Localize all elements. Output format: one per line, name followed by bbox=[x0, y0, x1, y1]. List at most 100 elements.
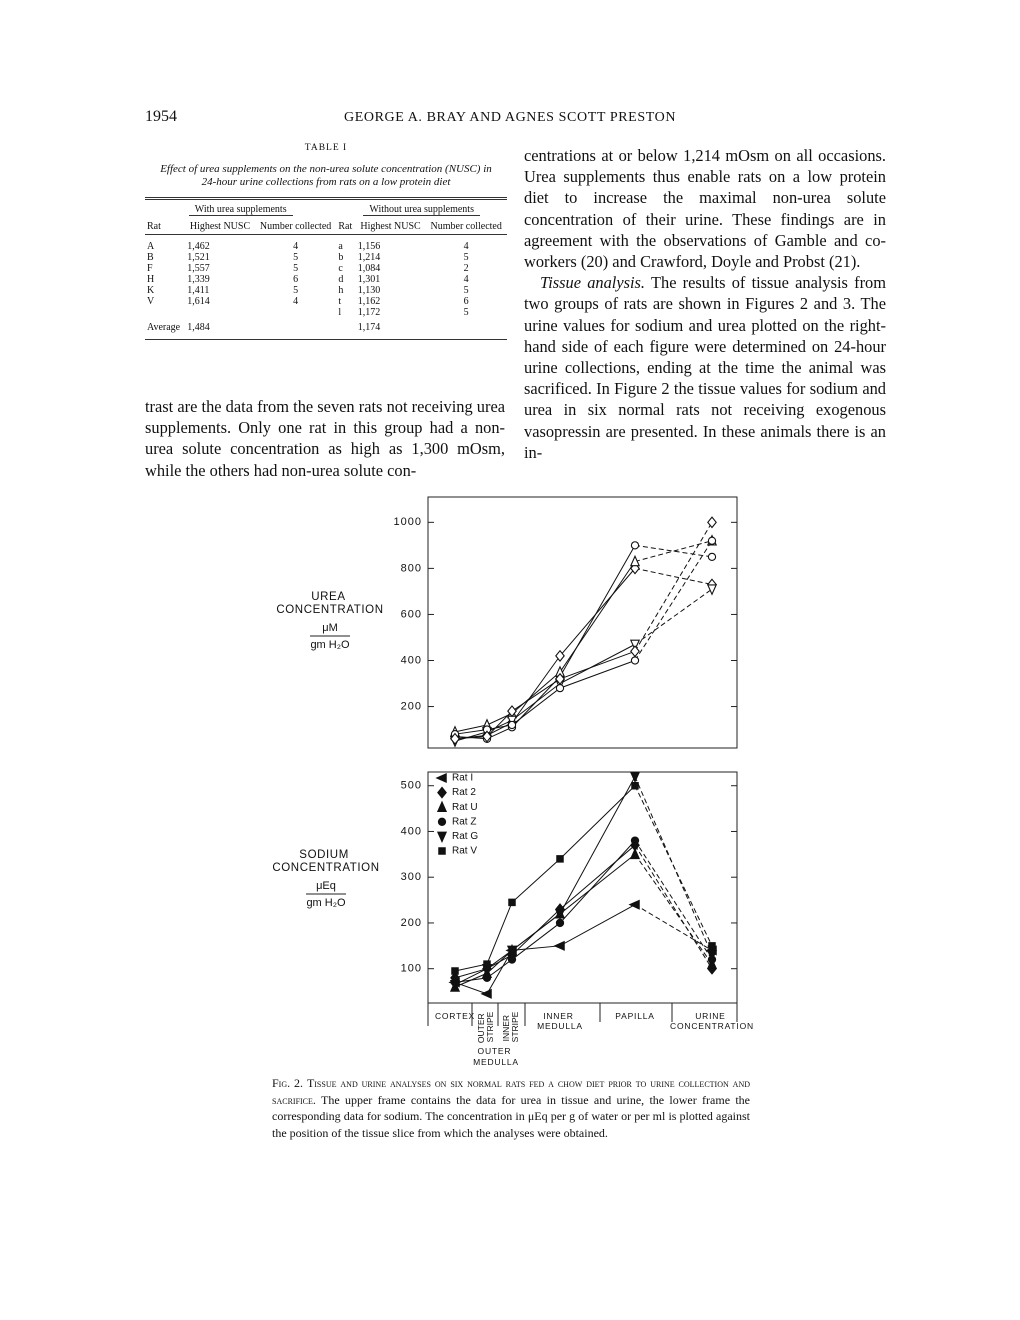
x-tick-label: INNER MEDULLA bbox=[537, 1011, 583, 1031]
table-cell: 1,162 bbox=[357, 296, 381, 307]
series-line bbox=[634, 840, 713, 960]
table-cell: 1,156 bbox=[357, 241, 381, 252]
column-header: Number collected bbox=[430, 221, 502, 232]
series-line bbox=[454, 844, 636, 979]
table-row: Rat Highest NUSC Number collected Rat Highes… bbox=[145, 215, 507, 235]
table-cell bbox=[425, 318, 507, 333]
marker bbox=[555, 672, 565, 685]
legend-marker bbox=[437, 817, 447, 826]
marker bbox=[483, 960, 491, 968]
paragraph: trast are the data from the seven rats n… bbox=[145, 397, 505, 480]
group-header: Without urea supplements bbox=[336, 199, 507, 216]
series-line bbox=[454, 904, 636, 995]
figure: 200 400 600 800 1000 UREA CONCENTRATION μM gm H… bbox=[272, 496, 753, 1067]
frame bbox=[427, 496, 738, 749]
table-cell: l bbox=[338, 307, 342, 318]
x-tick-label: PAPILLA bbox=[615, 1011, 654, 1021]
figure-text: The upper frame contains the data for ur… bbox=[272, 1092, 750, 1140]
marker bbox=[629, 639, 641, 651]
legend-marker bbox=[436, 800, 448, 812]
series-line bbox=[634, 567, 713, 585]
marker bbox=[556, 855, 564, 863]
table-cell: 1,557 bbox=[187, 263, 210, 274]
table-cell: 6 bbox=[293, 274, 299, 285]
series-line bbox=[454, 545, 636, 740]
table-cell: 2 bbox=[463, 263, 469, 274]
table-cell: 1,172 bbox=[357, 307, 381, 318]
marker bbox=[630, 645, 640, 658]
legend-label: Rat G bbox=[452, 831, 478, 842]
table-cell: 1,614 bbox=[187, 296, 210, 307]
y-unit-denominator: gm H₂O bbox=[306, 897, 346, 909]
marker bbox=[554, 909, 566, 921]
marker bbox=[482, 730, 492, 743]
paragraph: Tissue analysis. The results of tissue a… bbox=[524, 272, 886, 463]
table-cell: 5 bbox=[293, 263, 299, 274]
marker bbox=[553, 940, 565, 951]
table-row: K 1,411 5 h 1,130 5 bbox=[145, 285, 507, 296]
right-column: centrations at or below 1,214 mOsm on al… bbox=[524, 145, 886, 463]
marker bbox=[706, 950, 718, 962]
table-cell: Average bbox=[147, 322, 181, 333]
table-row: F 1,557 5 c 1,084 2 bbox=[145, 263, 507, 274]
group-header-text: Without urea supplements bbox=[363, 204, 480, 216]
marker bbox=[450, 732, 460, 745]
series-line bbox=[454, 568, 636, 740]
series-line bbox=[454, 776, 636, 986]
column-header: Highest NUSC bbox=[360, 221, 421, 232]
x-tick-label: CORTEX bbox=[435, 1011, 475, 1021]
table-cell: 1,339 bbox=[187, 274, 210, 285]
table-row: H 1,339 6 d 1,301 4 bbox=[145, 274, 507, 285]
table-label: TABLE I bbox=[304, 143, 348, 153]
table-cell: a bbox=[338, 241, 343, 252]
series-line bbox=[634, 522, 713, 652]
marker bbox=[628, 899, 640, 910]
table-cell bbox=[145, 307, 185, 318]
left-column: trast are the data from the seven rats n… bbox=[145, 396, 505, 481]
group-header: With urea supplements bbox=[145, 199, 336, 216]
marker bbox=[507, 720, 517, 730]
table-cell: V bbox=[147, 296, 155, 307]
table-cell: 1,411 bbox=[187, 285, 210, 296]
marker bbox=[630, 656, 640, 665]
table-row: l 1,172 5 bbox=[145, 307, 507, 318]
table-cell: 1,462 bbox=[187, 241, 210, 252]
table-cell: B bbox=[147, 252, 154, 263]
page-number: 1954 bbox=[145, 108, 177, 125]
marker bbox=[707, 516, 717, 529]
legend-label: Rat U bbox=[452, 802, 478, 813]
y-tick-label: 1000 bbox=[394, 516, 422, 528]
paragraph-text: The results of tissue analysis from two … bbox=[524, 273, 887, 462]
series-line bbox=[634, 588, 713, 645]
table-caption: Effect of urea supplements on the non-ur… bbox=[160, 163, 492, 188]
marker bbox=[629, 771, 641, 784]
x-tick-label: INNER STRIPE bbox=[501, 1011, 520, 1042]
y-tick-label: 400 bbox=[401, 654, 422, 666]
marker bbox=[506, 945, 518, 957]
series-line bbox=[454, 785, 636, 972]
table-cell: 4 bbox=[293, 296, 299, 307]
table-cell bbox=[185, 307, 255, 318]
series-line bbox=[634, 844, 713, 969]
paragraph: centrations at or below 1,214 mOsm on al… bbox=[524, 146, 886, 272]
series-line bbox=[634, 785, 713, 947]
x-group-label: OUTER MEDULLA bbox=[473, 1046, 519, 1067]
table-cell: 6 bbox=[463, 296, 469, 307]
y-tick-label: 200 bbox=[401, 700, 422, 712]
column-header: Highest NUSC bbox=[189, 221, 251, 232]
y-unit: μM bbox=[322, 622, 338, 634]
table-cell: 4 bbox=[293, 241, 299, 252]
table-row: V 1,614 4 t 1,162 6 bbox=[145, 296, 507, 307]
marker bbox=[555, 683, 565, 693]
y-tick-label: 200 bbox=[401, 917, 422, 929]
table-cell bbox=[336, 318, 355, 333]
series-line bbox=[634, 544, 713, 558]
table-row: B 1,521 5 b 1,214 5 bbox=[145, 252, 507, 263]
legend-marker bbox=[437, 786, 447, 799]
marker bbox=[708, 942, 716, 950]
figure-label: Fig. 2. bbox=[272, 1076, 304, 1090]
group-header-text: With urea supplements bbox=[188, 204, 293, 216]
y-tick-label: 400 bbox=[401, 825, 422, 837]
marker bbox=[707, 552, 717, 562]
marker bbox=[555, 918, 565, 928]
